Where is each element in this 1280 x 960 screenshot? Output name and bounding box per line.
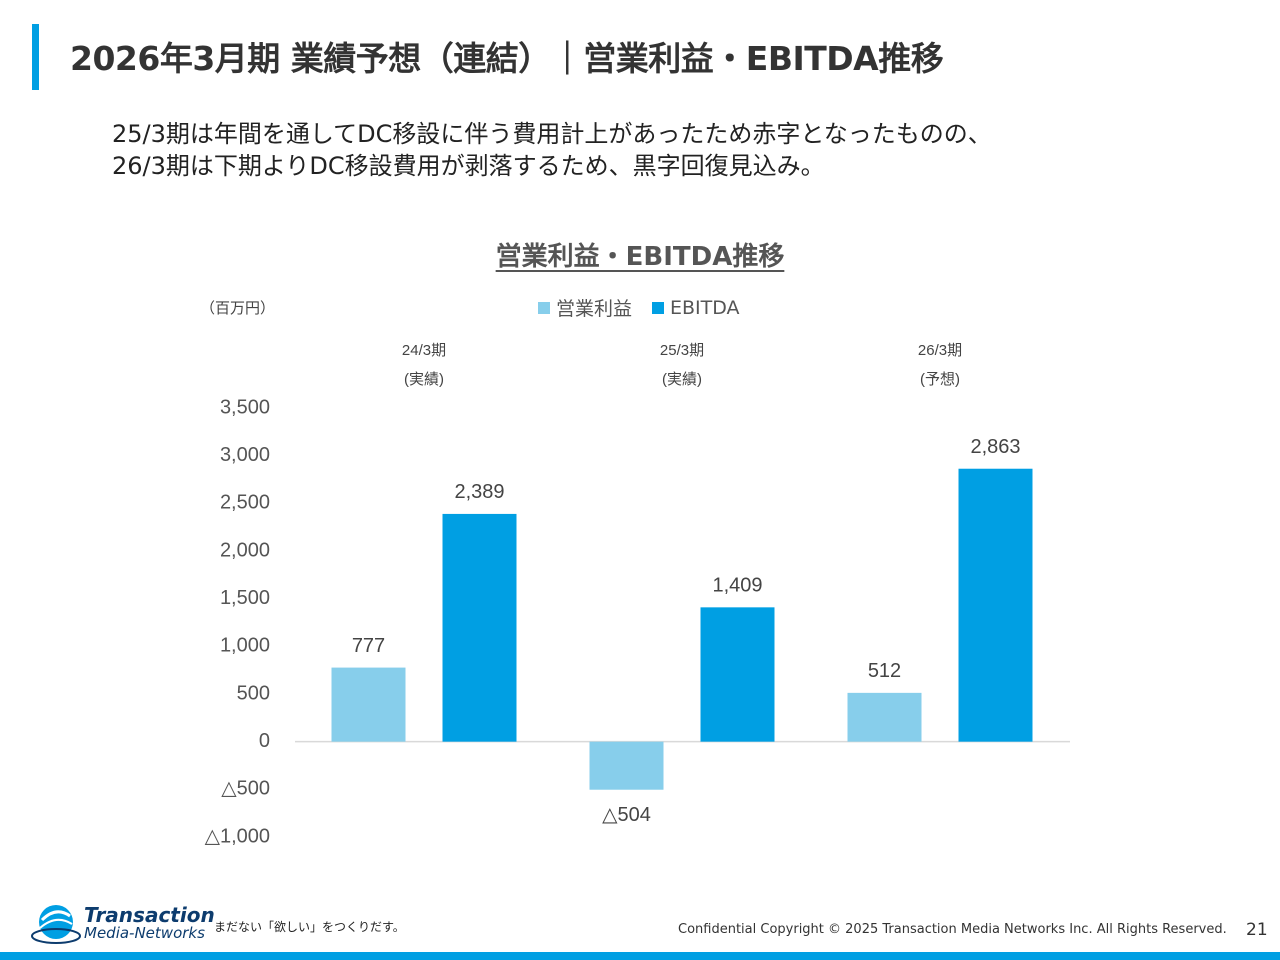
y-tick-label: 500 xyxy=(237,682,270,704)
bar xyxy=(331,667,406,742)
y-tick-label: 1,000 xyxy=(220,635,270,657)
brand-line-1: Transaction xyxy=(84,903,215,927)
data-label: 2,863 xyxy=(970,436,1020,458)
category-label: 26/3期 xyxy=(918,342,962,359)
data-label: 777 xyxy=(352,635,385,657)
company-logo-icon xyxy=(31,905,81,944)
y-tick-label: 3,000 xyxy=(220,444,270,466)
unit-label: （百万円） xyxy=(200,299,276,317)
page-number: 21 xyxy=(1246,920,1268,940)
y-tick-label: 3,500 xyxy=(220,396,270,418)
legend-item-ebitda: EBITDA xyxy=(652,294,740,321)
brand-line-2: Media-Networks xyxy=(84,924,205,942)
y-tick-label: △1,000 xyxy=(205,825,270,847)
legend-swatch-ebitda xyxy=(652,301,665,314)
category-label: 24/3期 xyxy=(402,342,446,359)
data-label: 1,409 xyxy=(712,575,762,597)
data-label: △504 xyxy=(602,804,651,826)
legend-label-ebitda: EBITDA xyxy=(670,296,740,319)
brand-name: Transaction Media-Networks xyxy=(84,903,215,942)
y-tick-label: 1,500 xyxy=(220,587,270,609)
bar xyxy=(442,513,517,742)
y-tick-label: 0 xyxy=(259,730,270,752)
legend-item-operating-profit: 営業利益 xyxy=(538,294,632,321)
data-label: 2,389 xyxy=(454,481,504,503)
chart-title: 営業利益・EBITDA推移 xyxy=(495,242,785,272)
bar xyxy=(700,607,775,742)
bar xyxy=(589,741,664,790)
category-label: 25/3期 xyxy=(660,342,704,359)
bar xyxy=(958,468,1033,742)
y-tick-label: △500 xyxy=(221,778,270,800)
category-sublabel: (予想) xyxy=(920,371,960,388)
page-title: 2026年3月期 業績予想（連結）｜営業利益・EBITDA推移 xyxy=(70,39,944,78)
copyright-text: Confidential Copyright © 2025 Transactio… xyxy=(678,922,1227,937)
category-sublabel: (実績) xyxy=(404,371,444,388)
chart-title-container: 営業利益・EBITDA推移 xyxy=(0,236,1280,273)
intro-text: 25/3期は年間を通してDC移設に伴う費用計上があったため赤字となったものの、 … xyxy=(112,118,992,182)
y-tick-label: 2,000 xyxy=(220,539,270,561)
tagline: まだない「欲しい」をつくりだす。 xyxy=(214,920,405,934)
legend-swatch-operating-profit xyxy=(538,301,550,314)
intro-line-2: 26/3期は下期よりDC移設費用が剥落するため、黒字回復見込み。 xyxy=(112,152,825,180)
bar xyxy=(847,692,922,742)
bar-chart: 3,500 3,000 2,500 2,000 1,500 1,000 500 0 △500 △1… xyxy=(205,342,1070,847)
legend-label-operating-profit: 営業利益 xyxy=(556,298,633,320)
intro-line-1: 25/3期は年間を通してDC移設に伴う費用計上があったため赤字となったものの、 xyxy=(112,120,992,148)
chart-legend: 営業利益 EBITDA xyxy=(538,294,740,321)
bottom-accent-bar xyxy=(0,952,1280,960)
data-label: 512 xyxy=(868,660,901,682)
y-tick-label: 2,500 xyxy=(220,492,270,514)
category-sublabel: (実績) xyxy=(662,371,702,388)
title-accent-bar xyxy=(32,24,39,90)
